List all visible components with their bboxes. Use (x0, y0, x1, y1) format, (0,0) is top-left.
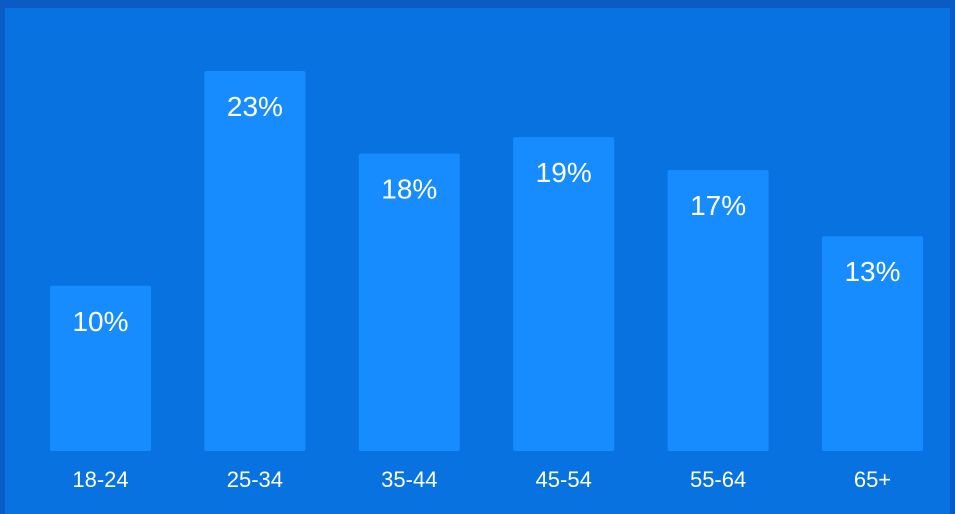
value-label-35-44: 18% (381, 174, 437, 205)
category-label-65+: 65+ (854, 467, 891, 492)
bar-55-64 (667, 170, 769, 451)
bar-35-44 (358, 153, 460, 451)
value-label-18-24: 10% (72, 306, 128, 337)
value-label-45-54: 19% (536, 157, 592, 188)
bar-45-54 (513, 137, 615, 451)
chart-panel (5, 8, 950, 514)
category-label-55-64: 55-64 (690, 467, 746, 492)
value-label-65+: 13% (844, 256, 900, 287)
bars-group (50, 71, 923, 451)
bar-25-34 (204, 71, 306, 451)
category-label-25-34: 25-34 (227, 467, 283, 492)
value-label-55-64: 17% (690, 190, 746, 221)
category-label-35-44: 35-44 (381, 467, 437, 492)
bar-65+ (822, 236, 923, 451)
value-label-25-34: 23% (227, 91, 283, 122)
bar-18-24 (50, 285, 151, 451)
value-labels-group: 10% 23% 18% 19% 17% 13% (72, 91, 900, 337)
category-labels-group: 18-24 25-34 35-44 45-54 55-64 65+ (72, 467, 891, 492)
category-label-18-24: 18-24 (72, 467, 128, 492)
category-label-45-54: 45-54 (536, 467, 592, 492)
